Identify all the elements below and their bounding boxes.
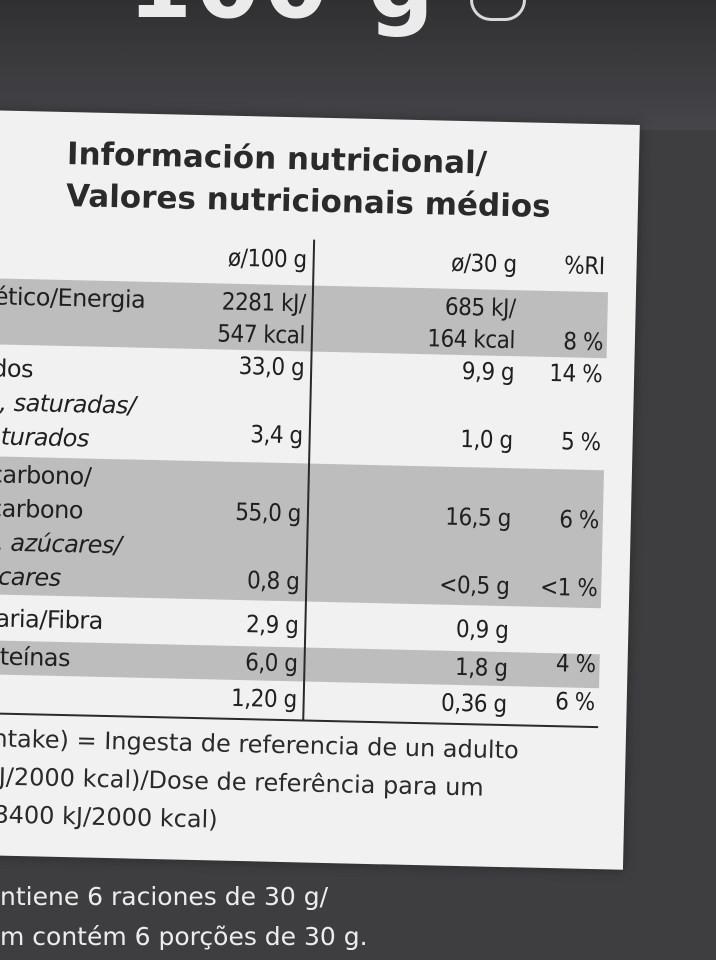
sugars-ri: <1 % bbox=[539, 572, 598, 603]
column-header-ri: %RI bbox=[563, 251, 605, 281]
energy-per-30g-kcal: 164 kcal bbox=[426, 324, 516, 355]
footnote-line-3: (8400 kJ/2000 kcal) bbox=[0, 800, 218, 834]
row-label-sugars-1: s, azúcares/ bbox=[0, 528, 122, 560]
title-spanish: Información nutricional/ bbox=[66, 135, 488, 182]
row-label-carbs-2: carbono bbox=[0, 494, 84, 525]
footnote-line-2: kJ/2000 kcal)/Dose de referência para um bbox=[0, 762, 485, 802]
fat-per-100g: 33,0 g bbox=[238, 351, 305, 382]
band-protein bbox=[0, 639, 600, 689]
salt-per-100g: 1,20 g bbox=[230, 683, 298, 714]
footnote-line-1: intake) = Ingesta de referencia de un ad… bbox=[0, 724, 520, 765]
fat-per-30g: 9,9 g bbox=[461, 357, 515, 387]
column-header-per-100g: ø/100 g bbox=[227, 243, 308, 274]
energy-per-100g-kj: 2281 kJ/ bbox=[221, 287, 307, 318]
protein-per-100g: 6,0 g bbox=[244, 648, 298, 678]
servings-line-spanish: ntiene 6 raciones de 30 g/ bbox=[0, 882, 329, 911]
carbs-per-100g: 55,0 g bbox=[235, 497, 302, 528]
servings-line-portuguese: m contém 6 porções de 30 g. bbox=[0, 922, 368, 951]
row-label-saturated-2: aturados bbox=[0, 422, 90, 453]
carbs-ri: 6 % bbox=[558, 505, 600, 535]
row-label-energy: ético/Energia bbox=[0, 282, 146, 314]
saturated-ri: 5 % bbox=[560, 427, 601, 457]
fibre-per-100g: 2,9 g bbox=[245, 610, 299, 640]
row-label-sugars-2: úcares bbox=[0, 562, 61, 592]
saturated-per-30g: 1,0 g bbox=[459, 424, 513, 455]
energy-per-30g-kj: 685 kJ/ bbox=[444, 292, 516, 323]
protein-ri: 4 % bbox=[555, 649, 596, 679]
salt-per-30g: 0,36 g bbox=[440, 688, 507, 719]
package-top bbox=[0, 0, 716, 130]
nutrition-label-panel: Información nutricional/ Valores nutrici… bbox=[0, 110, 640, 870]
energy-ri: 8 % bbox=[562, 327, 604, 357]
salt-ri: 6 % bbox=[554, 687, 596, 717]
row-label-saturated-1: s, saturadas/ bbox=[0, 388, 136, 420]
carbs-per-30g: 16,5 g bbox=[444, 502, 512, 533]
title-portuguese: Valores nutricionais médios bbox=[65, 177, 551, 225]
energy-per-100g-kcal: 547 kcal bbox=[217, 319, 306, 350]
fat-ri: 14 % bbox=[549, 358, 603, 389]
column-header-per-30g: ø/30 g bbox=[450, 248, 517, 279]
row-label-protein: oteínas bbox=[0, 642, 71, 673]
row-label-fat: dos bbox=[0, 354, 34, 384]
row-label-fibre: taria/Fibra bbox=[0, 604, 104, 635]
row-label-carbs-1: carbono/ bbox=[0, 460, 92, 491]
saturated-per-100g: 3,4 g bbox=[250, 420, 304, 450]
fibre-per-30g: 0,9 g bbox=[455, 614, 509, 645]
protein-per-30g: 1,8 g bbox=[454, 652, 508, 683]
sugars-per-30g: <0,5 g bbox=[439, 570, 510, 601]
sugars-per-100g: 0,8 g bbox=[246, 566, 300, 596]
package-weight-text: 100 g bbox=[128, 0, 438, 32]
